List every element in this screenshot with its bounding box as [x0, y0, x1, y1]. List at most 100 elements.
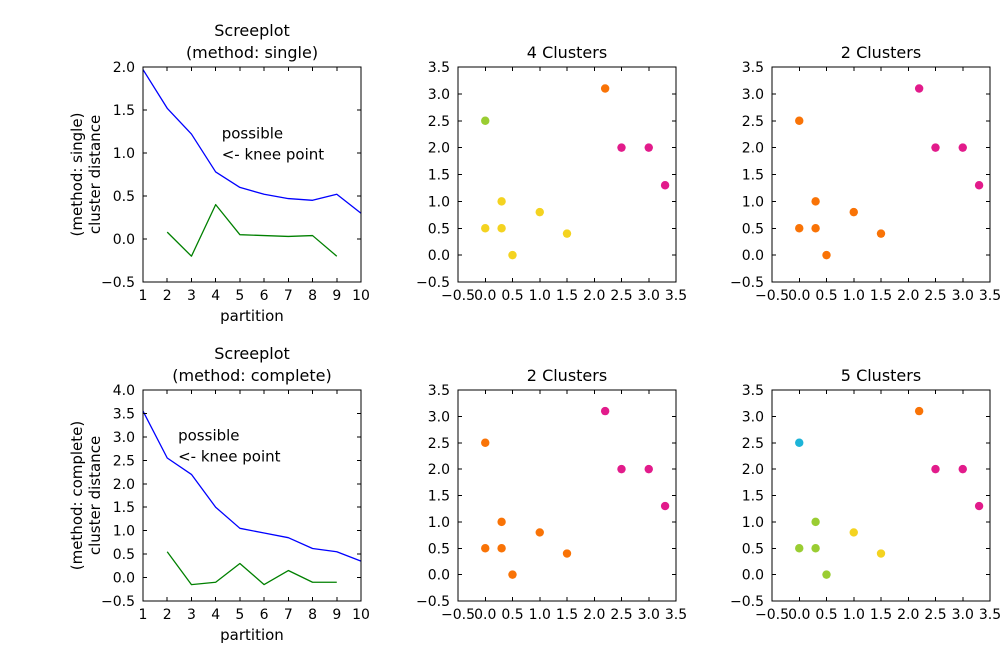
y-tick-label: 1.5 — [113, 103, 135, 119]
x-tick-label: 0.5 — [501, 288, 523, 304]
data-point — [795, 544, 804, 553]
x-tick-label: 1.0 — [843, 607, 865, 623]
chart-screeplot-complete: 1 2 3 4 5 6 7 8 9 10 −0.5 0.0 0.5 1.0 1.5 2.0 2.5 3.0 3.5 4… — [68, 344, 370, 644]
y-tick-label: −0.5 — [416, 594, 450, 610]
data-point — [535, 528, 544, 537]
y-tick-label: −0.5 — [730, 275, 764, 291]
y-tick-label: 0.0 — [113, 232, 135, 248]
x-tick-label: 1.5 — [556, 607, 578, 623]
x-tick-label: 2.5 — [610, 607, 632, 623]
y-tick-label: 1.0 — [113, 146, 135, 162]
data-point — [644, 143, 653, 152]
x-tick-label: 2.0 — [897, 288, 919, 304]
axes-frame — [457, 389, 677, 602]
y-tick-label: 0.5 — [113, 189, 135, 205]
x-tick-label: 1.0 — [843, 288, 865, 304]
y-tick-label: 2.0 — [428, 141, 450, 157]
data-point — [795, 116, 804, 125]
data-point — [811, 517, 820, 527]
y-tick-label: 0.0 — [742, 568, 764, 584]
x-tick-label: 3 — [187, 288, 196, 304]
x-tick-label: 2.0 — [583, 288, 605, 304]
data-point — [644, 464, 653, 474]
data-point — [481, 224, 490, 233]
axes-frame — [771, 389, 991, 602]
y-tick-label: 0.5 — [742, 541, 764, 557]
chart-clusters-4: −0.5 0.0 0.5 1.0 1.5 2.0 2.5 3.0 3.5−0.50.00.51.… — [416, 43, 687, 304]
knee-point-annotation: possible — [222, 124, 283, 142]
x-tick-label: 0.0 — [788, 607, 810, 623]
y-tick-label: 2.5 — [742, 436, 764, 452]
y-axis-label-line2: cluster distance — [86, 436, 104, 555]
data-point — [508, 250, 517, 260]
data-point — [876, 229, 886, 238]
data-point — [822, 250, 831, 260]
x-tick-label: 7 — [284, 288, 293, 304]
axes-frame — [142, 389, 362, 602]
x-tick-label: 0.0 — [474, 607, 496, 623]
data-point — [958, 143, 967, 152]
y-tick-label: 3.0 — [742, 87, 764, 103]
x-tick-label: 2 — [163, 607, 172, 623]
knee-point-annotation: <- knee point — [222, 145, 325, 163]
data-point — [931, 464, 940, 474]
x-tick-label: 0.5 — [815, 607, 837, 623]
x-tick-label: 1.0 — [529, 288, 551, 304]
x-tick-label: 8 — [308, 607, 317, 623]
y-tick-label: 2.0 — [113, 477, 135, 493]
x-tick-label: 3.0 — [952, 607, 974, 623]
data-point — [849, 528, 858, 537]
y-tick-label: 0.5 — [428, 541, 450, 557]
y-tick-label: 2.0 — [113, 60, 135, 76]
x-tick-label: 4 — [211, 288, 220, 304]
chart-title: 2 Clusters — [527, 366, 607, 385]
x-tick-label: 4 — [211, 607, 220, 623]
x-tick-label: 9 — [332, 607, 341, 623]
x-tick-label: −0.5 — [755, 607, 789, 623]
series-cluster-distance — [142, 410, 362, 562]
chart-clusters-2-single: −0.5 0.0 0.5 1.0 1.5 2.0 2.5 3.0 3.5−0.50.00.51.… — [730, 43, 1001, 304]
x-tick-label: 2 — [163, 288, 172, 304]
y-tick-label: 3.5 — [742, 60, 764, 76]
x-tick-label: 3.5 — [979, 288, 1001, 304]
chart-title-line1: Screeplot — [214, 344, 290, 363]
y-axis-label-line1: (method: single) — [68, 113, 86, 237]
x-tick-label: 3.5 — [979, 607, 1001, 623]
x-tick-label: 10 — [352, 607, 370, 623]
data-point — [508, 570, 517, 579]
chart-title-line2: (method: complete) — [172, 366, 331, 385]
x-tick-label: 1 — [139, 607, 148, 623]
data-point — [617, 143, 626, 152]
chart-title-line1: Screeplot — [214, 21, 290, 40]
y-axis-label-line2: cluster distance — [86, 115, 104, 234]
x-tick-label: 1 — [139, 288, 148, 304]
data-point — [811, 224, 820, 233]
axes-frame — [457, 66, 677, 283]
x-tick-label: 3.5 — [665, 607, 687, 623]
y-tick-label: 3.0 — [428, 87, 450, 103]
x-tick-label: 0.5 — [815, 288, 837, 304]
data-point — [497, 224, 506, 233]
x-tick-label: −0.5 — [441, 607, 475, 623]
data-point — [617, 464, 626, 474]
data-point — [811, 544, 820, 553]
axes-frame — [142, 66, 362, 283]
x-tick-label: 2.5 — [610, 288, 632, 304]
y-tick-label: 0.0 — [113, 571, 135, 587]
data-point — [795, 438, 804, 447]
knee-point-annotation: possible — [178, 427, 239, 445]
chart-title: 5 Clusters — [841, 366, 921, 385]
chart-title: 4 Clusters — [527, 43, 607, 62]
y-tick-label: 3.0 — [113, 430, 135, 446]
data-point — [974, 501, 984, 511]
series-difference — [166, 203, 338, 257]
x-tick-label: 2.5 — [924, 607, 946, 623]
x-tick-label: 10 — [352, 288, 370, 304]
y-tick-label: 1.5 — [113, 500, 135, 516]
x-tick-label: −0.5 — [441, 288, 475, 304]
data-point — [958, 464, 967, 474]
data-point — [795, 224, 804, 233]
x-tick-label: 2.5 — [924, 288, 946, 304]
data-point — [497, 544, 506, 553]
x-tick-label: 5 — [235, 607, 244, 623]
